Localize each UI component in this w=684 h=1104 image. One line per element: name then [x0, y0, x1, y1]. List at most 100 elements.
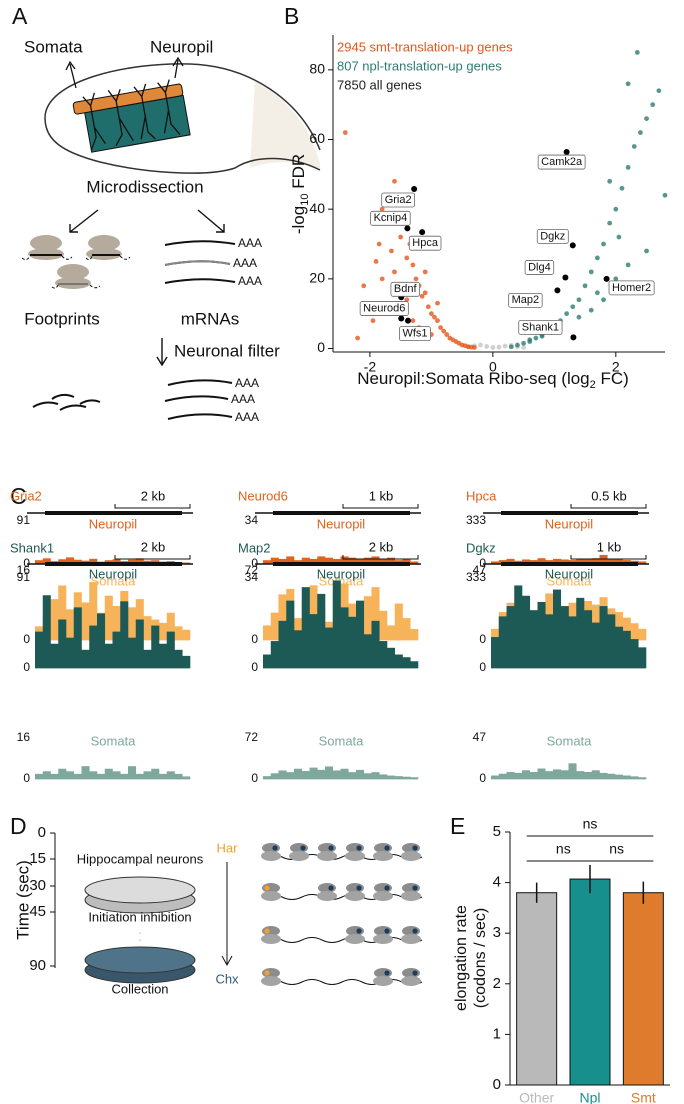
- coverage-bar: [301, 557, 310, 564]
- point: [428, 311, 434, 317]
- coverage-bar: [104, 768, 113, 779]
- ribosome: [345, 851, 365, 861]
- somata-layer: [72, 83, 184, 115]
- coverage-bar: [371, 587, 380, 640]
- dish: [84, 946, 196, 974]
- coverage-bar: [387, 625, 396, 640]
- gene-label: Dlg4: [528, 261, 551, 273]
- point: [410, 262, 416, 268]
- coverage-bar: [66, 771, 75, 779]
- coverage-bar: [491, 637, 500, 668]
- point: [515, 342, 520, 348]
- panel-label: B: [284, 3, 299, 29]
- polya: AAA: [238, 274, 262, 288]
- coverage-bar: [89, 625, 98, 668]
- coverage-bar: [294, 630, 303, 668]
- coverage-bar: [622, 775, 631, 779]
- x-axis-label: Neuropil:Somata Ribo-seq (log2 FC): [357, 369, 629, 390]
- coverage-bar: [81, 766, 90, 779]
- coverage-bar: [576, 597, 585, 668]
- coverage-bar: [553, 589, 562, 668]
- highlight-point: [398, 315, 405, 322]
- point: [404, 297, 410, 303]
- point: [444, 332, 450, 337]
- time-tick-label: 0: [38, 824, 46, 841]
- bar: [622, 892, 664, 1086]
- coverage-bar: [363, 773, 372, 779]
- coverage-bar: [615, 774, 624, 779]
- schematic-a: Somata Neuropil Microdissection Footprin…: [21, 37, 321, 424]
- gene-label: Map2: [512, 294, 540, 306]
- coverage-bar: [166, 631, 175, 668]
- coverage-bar: [340, 768, 349, 779]
- y-tick-label: 0: [23, 660, 30, 674]
- scale-bar: [342, 555, 419, 560]
- point: [413, 276, 419, 282]
- y-tick-label: 333: [466, 570, 486, 584]
- coverage-bar: [537, 601, 546, 668]
- point: [435, 318, 440, 324]
- point: [438, 325, 443, 331]
- scale-bar: [570, 504, 647, 509]
- time-tick-label: 90: [29, 957, 46, 974]
- coverage-bar: [371, 620, 380, 668]
- coverage-bar: [410, 629, 419, 640]
- gene-label-box: [537, 154, 586, 170]
- coverage-bar: [615, 612, 624, 640]
- point: [422, 290, 428, 296]
- coverage-bar: [394, 654, 403, 668]
- gene-name: Shank1: [10, 540, 54, 555]
- dish: [84, 876, 196, 904]
- coverage-bar: [58, 559, 67, 564]
- point: [619, 185, 625, 191]
- coverage-bar: [97, 773, 106, 779]
- coverage-bar: [301, 587, 310, 668]
- coverage-bar: [553, 558, 562, 564]
- y-tick-label: 16: [17, 563, 31, 577]
- point: [527, 337, 533, 343]
- panel-label: D: [10, 813, 27, 839]
- coverage-bar: [50, 643, 59, 668]
- coverage-bar: [638, 561, 647, 564]
- label: Initiation inhibition: [88, 909, 191, 924]
- tracer: [412, 928, 418, 934]
- coverage-bar: [58, 585, 67, 640]
- coverage-bar: [89, 558, 98, 564]
- coverage-bar: [66, 557, 75, 564]
- y-tick-label: 3: [493, 924, 501, 941]
- point: [392, 178, 397, 184]
- y-tick-label: 0: [251, 556, 258, 570]
- point: [644, 116, 649, 122]
- coverage-bar: [348, 772, 357, 779]
- gene-label-box: [508, 292, 543, 308]
- coverage-bar: [630, 639, 639, 668]
- x-tick-label: Npl: [579, 1090, 600, 1104]
- mrna: [261, 894, 423, 900]
- ribosome: [373, 851, 393, 861]
- coverage-bar: [560, 770, 569, 779]
- y-tick-label: 2: [493, 975, 501, 992]
- coverage-bar: [379, 610, 388, 640]
- track-name: Somata: [319, 573, 365, 588]
- coverage-bar: [278, 558, 287, 564]
- point: [398, 234, 404, 240]
- coverage-bar: [506, 606, 515, 668]
- y-tick-label: 0: [479, 660, 486, 674]
- y-axis-label: (codons / sec): [472, 908, 489, 1008]
- tracer: [412, 845, 418, 851]
- point: [435, 300, 440, 306]
- tracer: [384, 970, 390, 976]
- hippocampus-slice: [72, 79, 191, 153]
- coverage-bar: [42, 558, 51, 564]
- tracer: [264, 885, 270, 891]
- coverage-bar: [638, 647, 647, 668]
- scale-label: 0.5 kb: [591, 488, 626, 503]
- coverage-bar: [159, 643, 168, 668]
- coverage-bar: [576, 771, 585, 779]
- coverage-bar: [112, 605, 121, 640]
- footprints: [28, 235, 122, 289]
- coverage-bar: [325, 627, 334, 668]
- x-axis-label-part: FC): [596, 369, 629, 388]
- point: [625, 164, 631, 170]
- coverage-bar: [560, 559, 569, 564]
